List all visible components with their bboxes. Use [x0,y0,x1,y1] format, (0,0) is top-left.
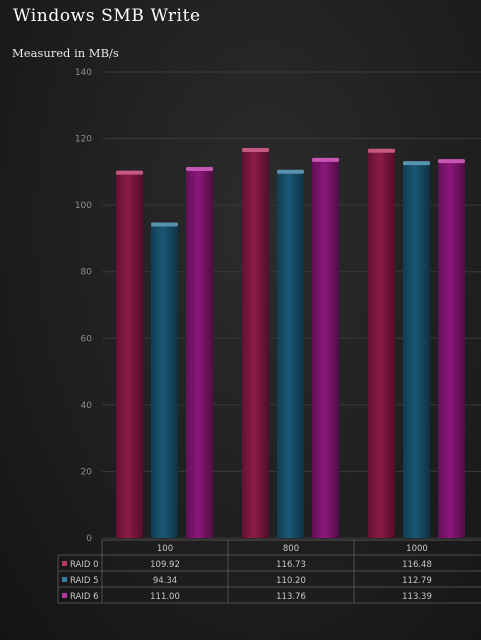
chart-title: Windows SMB Write [13,6,201,26]
bar-raid-6-100 [186,168,213,538]
legend-label: RAID 6 [70,592,99,602]
y-tick-label: 60 [81,334,93,344]
x-tick-label: 100 [157,544,173,554]
data-table: 100 800 1000 RAID 0 109.92 116.73 116.48 RAID 5… [57,539,481,604]
bar-cap [438,159,465,164]
bar-cap [312,157,339,162]
y-tick-label: 100 [75,201,92,211]
bar-cap [116,170,143,175]
bar-raid-0-100 [116,172,143,539]
bar-raid-6-800 [312,159,339,538]
data-label: 110.20 [276,576,306,586]
y-tick-label: 20 [81,467,93,477]
bar-raid-5-800 [277,171,304,539]
bar-cap [403,161,430,166]
x-tick-label: 1000 [406,544,428,554]
data-label: 116.73 [276,560,306,570]
bar-cap [277,169,304,174]
bar-cap [186,167,213,172]
data-label: 111.00 [150,592,180,602]
data-label: 116.48 [402,560,432,570]
bar-raid-5-100 [151,223,178,538]
bar-raid-6-1000 [438,160,465,538]
x-tick-label: 800 [283,544,299,554]
legend-swatch [62,593,67,598]
data-label: 113.76 [276,592,306,602]
bar-cap [151,222,178,227]
bar-cap [368,148,395,153]
chart-subtitle: Measured in MB/s [12,46,119,60]
bar-series [116,147,465,539]
bar-cap [242,147,269,152]
y-tick-label: 140 [75,68,92,78]
data-label: 113.39 [402,592,432,602]
legend-label: RAID 5 [70,576,99,586]
y-tick-label: 40 [81,401,93,411]
bar-raid-0-800 [242,149,269,538]
bar-raid-0-1000 [368,150,395,538]
y-tick-label: 80 [81,268,93,278]
y-tick-label: 0 [86,534,92,544]
legend-swatch [62,561,67,566]
legend-swatch [62,577,67,582]
y-axis-ticks: 0 20 40 60 80 100 120 140 [75,68,92,544]
legend-label: RAID 0 [70,560,99,570]
y-tick-label: 120 [75,135,92,145]
bar-raid-5-1000 [403,162,430,538]
data-label: 94.34 [153,576,177,586]
data-label: 109.92 [150,560,180,570]
data-label: 112.79 [402,576,432,586]
